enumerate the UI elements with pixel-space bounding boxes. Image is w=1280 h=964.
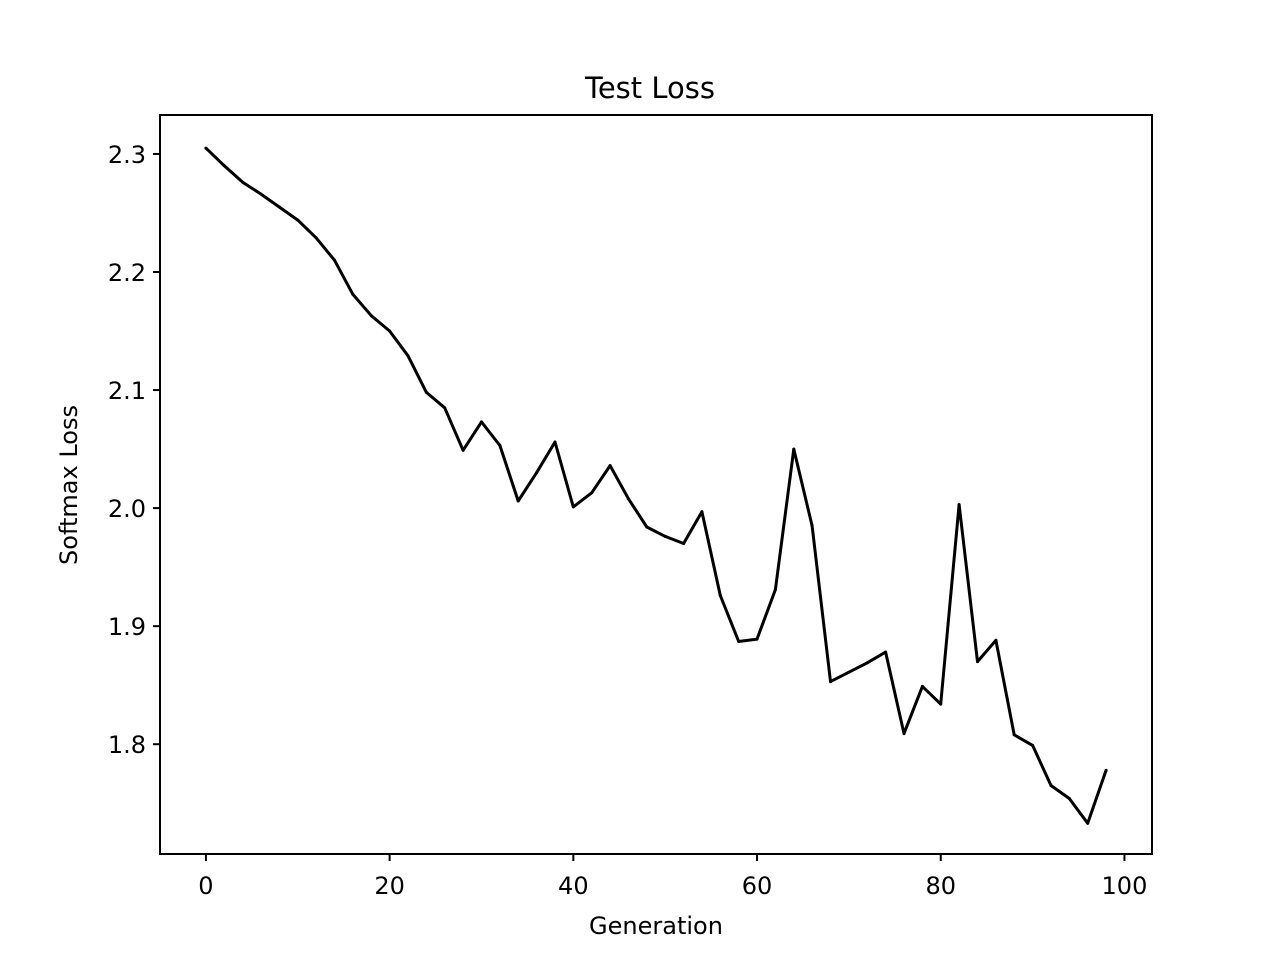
- data-point: [259, 192, 263, 196]
- data-point: [241, 180, 245, 184]
- y-tick-label: 1.9: [108, 613, 146, 641]
- data-point: [737, 640, 741, 643]
- chart-title: Test Loss: [584, 71, 715, 105]
- data-point: [424, 390, 428, 394]
- x-tick-label: 40: [558, 872, 589, 900]
- data-point: [829, 680, 832, 684]
- data-point: [498, 444, 502, 447]
- x-tick-label: 100: [1102, 872, 1148, 900]
- data-point: [700, 510, 704, 514]
- y-tick-label: 2.2: [108, 259, 146, 287]
- y-tick-label: 2.3: [108, 141, 146, 169]
- data-point: [406, 354, 410, 358]
- x-tick-label: 80: [925, 872, 956, 900]
- data-point: [608, 464, 612, 468]
- data-point: [884, 650, 888, 654]
- data-point: [351, 292, 355, 296]
- data-point: [1012, 733, 1016, 737]
- plot-frame: [159, 114, 1153, 855]
- data-point: [1049, 784, 1053, 787]
- data-point: [461, 448, 465, 452]
- data-point: [976, 660, 979, 664]
- data-point: [773, 588, 777, 592]
- data-point: [902, 732, 906, 736]
- data-point: [222, 164, 226, 168]
- data-point: [847, 670, 851, 674]
- plot-series: [204, 146, 1108, 825]
- series-line-0: [204, 147, 1108, 825]
- data-point: [296, 218, 300, 222]
- data-point: [571, 505, 575, 509]
- data-point: [792, 447, 796, 451]
- data-point: [810, 524, 814, 528]
- data-point: [718, 594, 722, 597]
- x-axis-ticks: 0 20 40 60 80 100: [198, 854, 1147, 900]
- data-point: [755, 637, 759, 641]
- data-point: [314, 236, 318, 240]
- x-tick-label: 60: [742, 872, 773, 900]
- data-point: [682, 542, 686, 545]
- data-point: [590, 491, 594, 495]
- data-point: [939, 702, 943, 706]
- data-point: [553, 440, 557, 444]
- y-tick-label: 2.1: [108, 377, 146, 405]
- data-point: [645, 525, 649, 529]
- data-point: [920, 684, 924, 688]
- x-axis-label: Generation: [589, 912, 723, 940]
- data-point: [388, 329, 392, 333]
- data-point: [957, 503, 961, 507]
- data-point: [535, 471, 539, 475]
- data-point: [1067, 797, 1071, 800]
- data-point: [663, 534, 667, 538]
- data-point: [1104, 768, 1108, 772]
- data-point: [1031, 743, 1035, 747]
- data-point: [277, 205, 281, 209]
- y-axis-label: Softmax Loss: [55, 405, 83, 565]
- data-point: [443, 406, 447, 410]
- data-point: [369, 314, 373, 318]
- y-axis-ticks: 1.8 1.9 2.0 2.1 2.2 2.3: [108, 141, 160, 759]
- x-tick-label: 20: [374, 872, 405, 900]
- y-tick-label: 2.0: [108, 495, 146, 523]
- data-point: [994, 638, 998, 642]
- data-point: [1086, 821, 1090, 825]
- data-point: [480, 420, 483, 424]
- data-point: [626, 497, 630, 501]
- data-point: [204, 146, 208, 150]
- x-tick-label: 0: [198, 872, 213, 900]
- data-point: [333, 258, 336, 262]
- data-point: [865, 661, 869, 665]
- data-point: [516, 499, 520, 503]
- y-tick-label: 1.8: [108, 731, 146, 759]
